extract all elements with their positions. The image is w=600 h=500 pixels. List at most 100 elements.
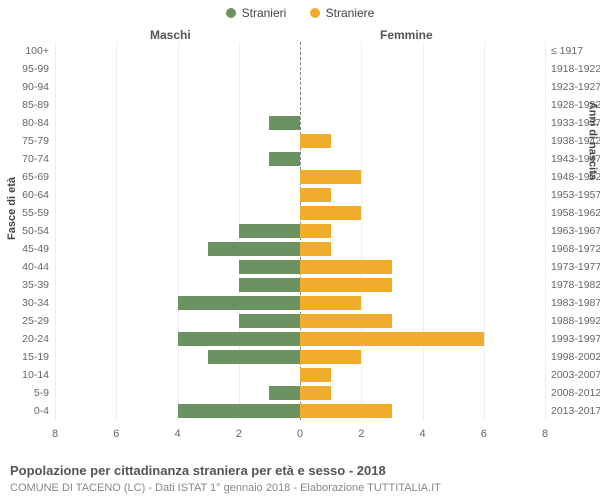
bar-female — [300, 350, 361, 364]
x-tick-label: 4 — [174, 428, 180, 440]
age-row: 95-991918-1922 — [55, 60, 545, 78]
x-tick-label: 4 — [419, 428, 425, 440]
age-row: 55-591958-1962 — [55, 204, 545, 222]
bar-male — [269, 386, 300, 400]
birth-year-label: 1953-1957 — [545, 189, 600, 201]
age-label: 65-69 — [22, 171, 55, 183]
age-label: 100+ — [25, 45, 55, 57]
age-row: 10-142003-2007 — [55, 366, 545, 384]
birth-year-label: 1988-1992 — [545, 315, 600, 327]
age-row: 40-441973-1977 — [55, 258, 545, 276]
age-row: 45-491968-1972 — [55, 240, 545, 258]
age-row: 25-291988-1992 — [55, 312, 545, 330]
x-tick-label: 0 — [297, 428, 303, 440]
age-row: 15-191998-2002 — [55, 348, 545, 366]
birth-year-label: 1933-1937 — [545, 117, 600, 129]
bar-male — [269, 152, 300, 166]
age-row: 60-641953-1957 — [55, 186, 545, 204]
birth-year-label: 2003-2007 — [545, 369, 600, 381]
x-tick-label: 2 — [358, 428, 364, 440]
x-tick-label: 6 — [481, 428, 487, 440]
age-label: 75-79 — [22, 135, 55, 147]
chart-subtitle: COMUNE DI TACENO (LC) - Dati ISTAT 1° ge… — [10, 482, 441, 494]
age-row: 50-541963-1967 — [55, 222, 545, 240]
age-label: 80-84 — [22, 117, 55, 129]
age-label: 85-89 — [22, 99, 55, 111]
birth-year-label: 1993-1997 — [545, 333, 600, 345]
bar-female — [300, 386, 331, 400]
age-row: 70-741943-1947 — [55, 150, 545, 168]
y-axis-title-left: Fasce di età — [6, 177, 18, 240]
chart-title: Popolazione per cittadinanza straniera p… — [10, 463, 386, 478]
side-title-female: Femmine — [380, 28, 433, 42]
legend: Stranieri Straniere — [0, 6, 600, 21]
bar-female — [300, 332, 484, 346]
legend-label-female: Straniere — [326, 6, 375, 20]
age-label: 95-99 — [22, 63, 55, 75]
bar-female — [300, 260, 392, 274]
birth-year-label: 1983-1987 — [545, 297, 600, 309]
legend-label-male: Stranieri — [242, 6, 287, 20]
birth-year-label: 1918-1922 — [545, 63, 600, 75]
age-row: 5-92008-2012 — [55, 384, 545, 402]
age-label: 40-44 — [22, 261, 55, 273]
age-row: 0-42013-2017 — [55, 402, 545, 420]
age-label: 70-74 — [22, 153, 55, 165]
bar-male — [208, 350, 300, 364]
age-row: 85-891928-1932 — [55, 96, 545, 114]
x-tick-label: 8 — [52, 428, 58, 440]
birth-year-label: 1923-1927 — [545, 81, 600, 93]
birth-year-label: 1938-1942 — [545, 135, 600, 147]
birth-year-label: 2013-2017 — [545, 405, 600, 417]
bar-female — [300, 224, 331, 238]
birth-year-label: 1973-1977 — [545, 261, 600, 273]
birth-year-label: 2008-2012 — [545, 387, 600, 399]
age-label: 20-24 — [22, 333, 55, 345]
plot-area: 100+≤ 191795-991918-192290-941923-192785… — [55, 42, 545, 442]
population-pyramid-chart: Stranieri Straniere Maschi Femmine Fasce… — [0, 0, 600, 500]
bar-male — [178, 296, 301, 310]
bar-female — [300, 206, 361, 220]
birth-year-label: 1978-1982 — [545, 279, 600, 291]
age-label: 50-54 — [22, 225, 55, 237]
age-row: 100+≤ 1917 — [55, 42, 545, 60]
bar-female — [300, 296, 361, 310]
bar-male — [239, 314, 300, 328]
birth-year-label: 1998-2002 — [545, 351, 600, 363]
bar-male — [239, 260, 300, 274]
birth-year-label: 1948-1952 — [545, 171, 600, 183]
bar-female — [300, 404, 392, 418]
birth-year-label: 1928-1932 — [545, 99, 600, 111]
birth-year-label: 1943-1947 — [545, 153, 600, 165]
birth-year-label: 1963-1967 — [545, 225, 600, 237]
side-title-male: Maschi — [150, 28, 191, 42]
age-row: 65-691948-1952 — [55, 168, 545, 186]
legend-swatch-male — [226, 8, 236, 18]
age-row: 80-841933-1937 — [55, 114, 545, 132]
birth-year-label: ≤ 1917 — [545, 45, 583, 57]
legend-item-female: Straniere — [310, 6, 375, 20]
age-label: 30-34 — [22, 297, 55, 309]
bar-female — [300, 188, 331, 202]
bar-female — [300, 242, 331, 256]
age-row: 75-791938-1942 — [55, 132, 545, 150]
bar-female — [300, 278, 392, 292]
birth-year-label: 1958-1962 — [545, 207, 600, 219]
age-label: 10-14 — [22, 369, 55, 381]
age-label: 25-29 — [22, 315, 55, 327]
age-row: 20-241993-1997 — [55, 330, 545, 348]
age-label: 15-19 — [22, 351, 55, 363]
age-label: 60-64 — [22, 189, 55, 201]
age-label: 55-59 — [22, 207, 55, 219]
bar-female — [300, 134, 331, 148]
bar-female — [300, 314, 392, 328]
bar-male — [239, 224, 300, 238]
age-label: 90-94 — [22, 81, 55, 93]
x-tick-label: 2 — [236, 428, 242, 440]
bar-male — [208, 242, 300, 256]
bar-male — [178, 332, 301, 346]
bar-female — [300, 368, 331, 382]
age-label: 35-39 — [22, 279, 55, 291]
legend-item-male: Stranieri — [226, 6, 287, 20]
chart-rows: 100+≤ 191795-991918-192290-941923-192785… — [55, 42, 545, 420]
